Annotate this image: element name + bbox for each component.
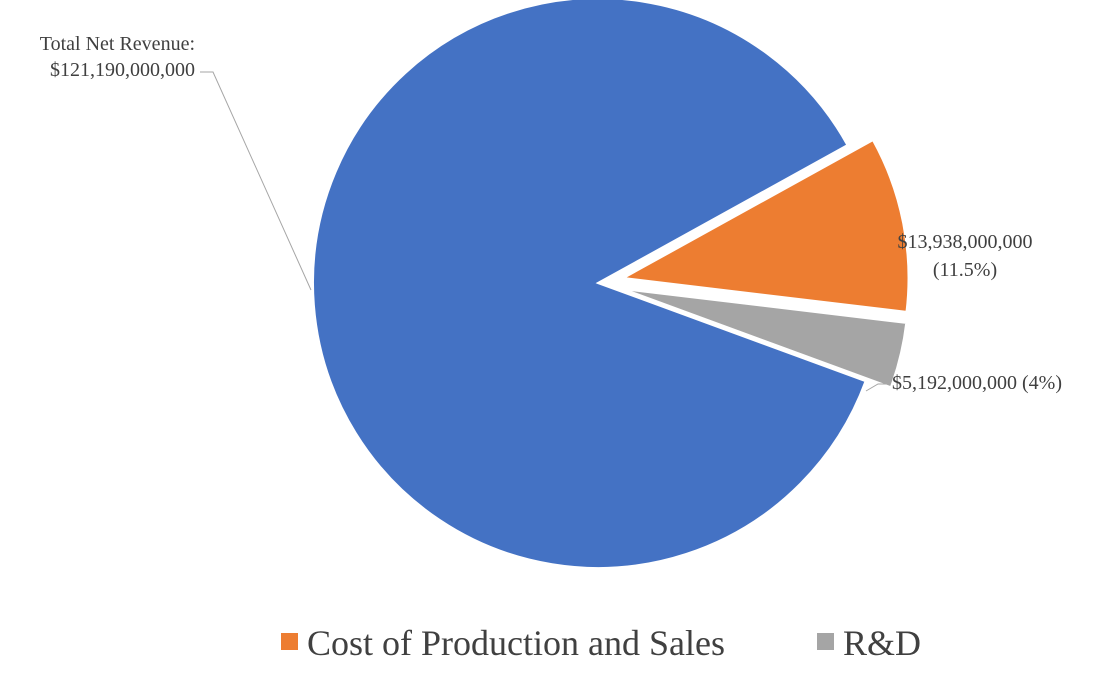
pie-slices: [312, 0, 910, 569]
data-label-total-net-revenue: Total Net Revenue: $121,190,000,000: [40, 33, 195, 81]
legend-label-r-d: R&D: [843, 623, 921, 663]
legend-item-r-d: R&D: [817, 623, 921, 663]
data-label-line: $121,190,000,000: [50, 59, 195, 81]
data-label-line: $13,938,000,000: [898, 231, 1033, 253]
legend: Cost of Production and Sales R&D: [281, 623, 921, 663]
data-labels: Total Net Revenue: $121,190,000,000 $13,93…: [40, 33, 1062, 394]
data-label-cost-of-production-and-sales: $13,938,000,000 (11.5%): [898, 231, 1033, 281]
legend-swatch-r-d: [817, 633, 834, 650]
legend-label-cost-of-production-and-sales: Cost of Production and Sales: [307, 623, 725, 663]
pie-slice-cost-of-production-and-sales: [620, 138, 910, 313]
data-label-line: (11.5%): [933, 259, 997, 281]
data-label-line: $5,192,000,000 (4%): [892, 372, 1062, 394]
data-label-r-d: $5,192,000,000 (4%): [892, 372, 1062, 394]
pie-slice-total-net-revenue: [312, 0, 867, 569]
leader-lines: [200, 71, 889, 392]
pie-slice-r-d: [622, 288, 908, 389]
leader-line-r-d: [865, 383, 889, 392]
leader-line-total-net-revenue: [200, 71, 312, 291]
legend-swatch-cost-of-production-and-sales: [281, 633, 298, 650]
data-label-line: Total Net Revenue:: [40, 33, 195, 55]
legend-item-cost-of-production-and-sales: Cost of Production and Sales: [281, 623, 725, 663]
